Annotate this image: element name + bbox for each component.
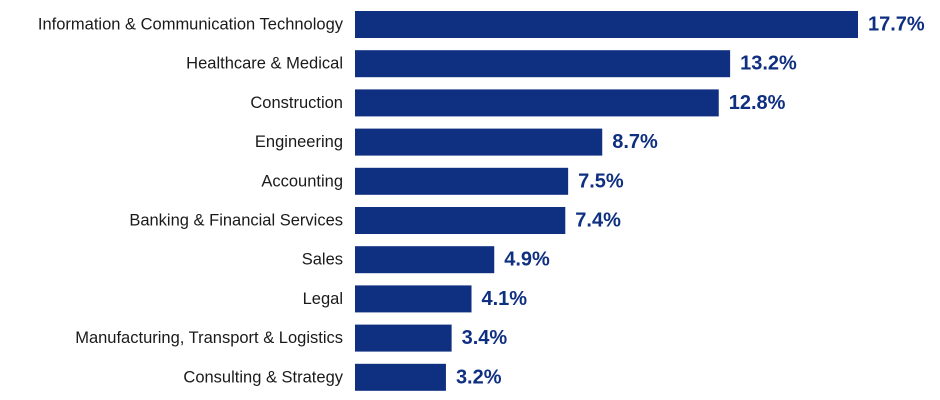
- category-label-engineering: Engineering: [255, 133, 343, 151]
- value-label-accounting: 7.5%: [578, 170, 624, 192]
- category-label-accounting: Accounting: [261, 172, 343, 190]
- value-label-manufacturing-transport-and-logistics: 3.4%: [462, 327, 508, 349]
- bar-chart: Information & Communication Technology He…: [0, 0, 940, 400]
- bar-accounting: [355, 168, 568, 195]
- category-label-construction: Construction: [250, 94, 343, 112]
- bar-engineering: [355, 129, 602, 156]
- category-label-information-and-communication-technology: Information & Communication Technology: [38, 16, 344, 34]
- bar-sales: [355, 246, 494, 273]
- value-label-legal: 4.1%: [482, 288, 528, 310]
- bar-consulting-and-strategy: [355, 364, 446, 391]
- bar-manufacturing-transport-and-logistics: [355, 325, 452, 352]
- category-label-consulting-and-strategy: Consulting & Strategy: [183, 368, 343, 386]
- value-label-consulting-and-strategy: 3.2%: [456, 366, 502, 388]
- value-label-healthcare-and-medical: 13.2%: [740, 53, 797, 75]
- value-label-banking-and-financial-services: 7.4%: [575, 210, 621, 232]
- bar-healthcare-and-medical: [355, 50, 730, 77]
- value-label-information-and-communication-technology: 17.7%: [868, 14, 925, 36]
- bar-construction: [355, 89, 719, 116]
- category-labels-group: Information & Communication Technology He…: [38, 16, 344, 387]
- category-label-healthcare-and-medical: Healthcare & Medical: [186, 55, 343, 73]
- category-label-banking-and-financial-services: Banking & Financial Services: [129, 212, 343, 230]
- value-label-construction: 12.8%: [729, 92, 786, 114]
- value-label-engineering: 8.7%: [612, 131, 658, 153]
- bar-banking-and-financial-services: [355, 207, 565, 234]
- category-label-manufacturing-transport-and-logistics: Manufacturing, Transport & Logistics: [75, 329, 343, 347]
- bar-information-and-communication-technology: [355, 11, 858, 38]
- value-label-sales: 4.9%: [504, 249, 550, 271]
- category-label-sales: Sales: [302, 251, 343, 269]
- bar-legal: [355, 285, 472, 312]
- category-label-legal: Legal: [303, 290, 343, 308]
